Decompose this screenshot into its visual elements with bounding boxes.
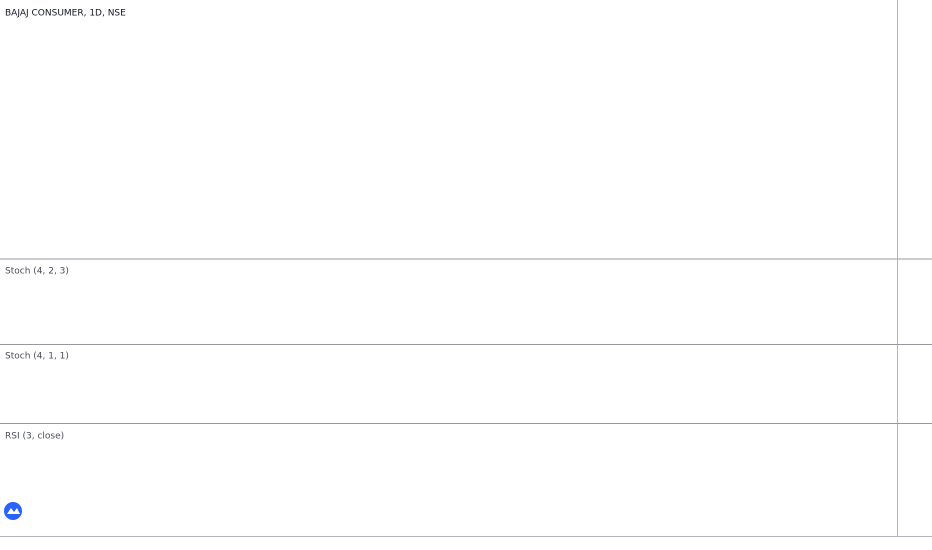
logo-glyph bbox=[7, 508, 20, 514]
indicator-title: Stoch (4, 1, 1) bbox=[5, 352, 69, 362]
indicator-title: RSI (3, close) bbox=[5, 432, 64, 442]
logo[interactable] bbox=[4, 502, 22, 520]
indicator-title: Stoch (4, 2, 3) bbox=[5, 267, 69, 277]
chart-title: BAJAJ CONSUMER, 1D, NSE bbox=[5, 9, 126, 19]
